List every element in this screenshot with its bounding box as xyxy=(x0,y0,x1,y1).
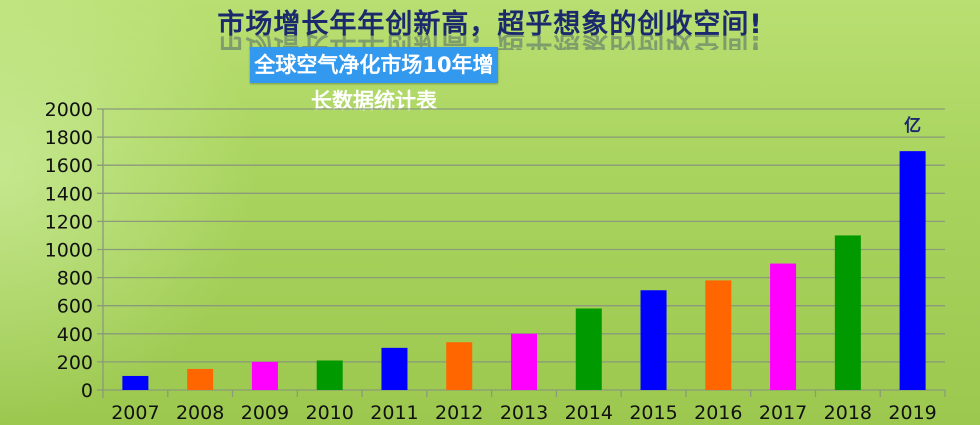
y-tick-label: 600 xyxy=(57,296,93,318)
bar-2019 xyxy=(899,151,926,390)
bar-2017 xyxy=(770,263,797,390)
bar-2013 xyxy=(511,333,537,390)
bar-2016 xyxy=(705,280,732,390)
y-tick-label: 1800 xyxy=(45,127,93,149)
y-tick-label: 1000 xyxy=(45,240,93,262)
x-tick-label: 2016 xyxy=(694,402,742,424)
y-tick-label: 200 xyxy=(57,352,93,374)
bar-2011 xyxy=(381,347,408,390)
y-tick-label: 1400 xyxy=(45,183,93,205)
y-tick-label: 2000 xyxy=(45,99,93,121)
background-glow xyxy=(0,0,260,425)
x-tick-label: 2015 xyxy=(629,402,677,424)
bar-2010 xyxy=(316,360,343,390)
x-tick-label: 2019 xyxy=(888,402,936,424)
x-tick-label: 2012 xyxy=(435,402,483,424)
x-tick-label: 2007 xyxy=(111,402,159,424)
bar-2015 xyxy=(640,290,667,390)
y-tick-label: 1600 xyxy=(45,155,93,177)
x-tick-label: 2011 xyxy=(370,402,418,424)
x-tick-label: 2018 xyxy=(824,402,872,424)
x-tick-label: 2008 xyxy=(176,402,224,424)
y-tick-label: 0 xyxy=(81,380,93,402)
x-tick-label: 2009 xyxy=(241,402,289,424)
y-tick-label: 800 xyxy=(57,268,93,290)
y-tick-label: 1200 xyxy=(45,211,93,233)
bar-2014 xyxy=(575,308,602,390)
bar-2008 xyxy=(187,368,214,390)
bar-2018 xyxy=(834,235,861,390)
x-tick-label: 2014 xyxy=(565,402,613,424)
headline: 市场增长年年创新高，超乎想象的创收空间! xyxy=(217,9,763,40)
unit-label: 亿 xyxy=(904,115,921,136)
x-tick-label: 2010 xyxy=(306,402,354,424)
y-tick-label: 400 xyxy=(57,324,93,346)
bar-2009 xyxy=(251,361,278,390)
bar-2012 xyxy=(446,342,473,390)
x-tick-label: 2013 xyxy=(500,402,548,424)
bar-2007 xyxy=(122,375,149,390)
x-tick-label: 2017 xyxy=(759,402,807,424)
